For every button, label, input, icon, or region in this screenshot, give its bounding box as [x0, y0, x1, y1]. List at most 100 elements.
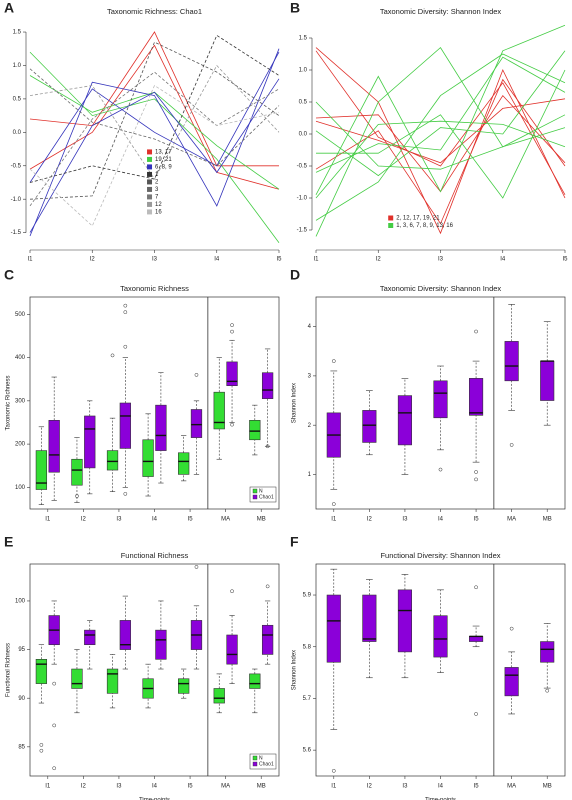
x-tick-label: MB — [257, 784, 266, 790]
x-tick-label: I1 — [27, 257, 33, 263]
outlier — [230, 329, 234, 334]
legend-swatch — [147, 156, 153, 162]
box — [433, 615, 448, 658]
panel-letter: F — [290, 534, 299, 550]
y-tick-label: 4 — [308, 324, 312, 330]
legend-swatch — [147, 171, 153, 177]
x-tick-label: I1 — [331, 517, 337, 523]
legend-swatch — [147, 201, 153, 207]
legend-swatch — [252, 761, 258, 767]
box — [48, 420, 60, 473]
legend-label: Chao1 — [259, 761, 274, 767]
y-tick-label: -1.0 — [11, 197, 22, 203]
x-tick-label: MA — [221, 517, 230, 523]
box — [469, 378, 484, 416]
series-line — [29, 51, 280, 183]
series-line — [29, 44, 280, 190]
x-tick-label: MB — [257, 517, 266, 523]
series-line — [315, 53, 566, 221]
box — [178, 452, 190, 475]
legend-label: 7 — [155, 194, 159, 200]
box — [249, 673, 261, 689]
x-tick-label: I3 — [116, 517, 122, 523]
legend-label: 12 — [155, 202, 162, 208]
y-tick-label: 0.5 — [13, 96, 22, 102]
y-axis-label: Functional Richness — [6, 643, 12, 697]
series-line — [315, 24, 566, 195]
y-tick-label: -1.5 — [11, 230, 22, 236]
outlier — [52, 681, 57, 686]
box — [119, 620, 131, 650]
y-tick-label: 100 — [15, 599, 26, 605]
box — [213, 391, 225, 430]
y-tick-label: 5.6 — [303, 748, 312, 754]
series-line — [29, 51, 280, 243]
y-axis-label: Taxonomic Richness — [6, 375, 12, 430]
box — [71, 668, 83, 689]
plot-frame — [29, 296, 280, 510]
outlier — [194, 373, 199, 377]
outlier — [474, 477, 478, 482]
outlier — [438, 467, 443, 472]
box — [142, 439, 154, 477]
x-tick-label: I4 — [500, 257, 506, 263]
y-tick-label: 1 — [308, 472, 312, 478]
x-tick-label: I5 — [188, 784, 194, 790]
box — [106, 668, 119, 694]
outlier — [331, 768, 336, 773]
x-tick-label: I1 — [45, 517, 51, 523]
x-tick-label: I4 — [214, 257, 220, 263]
box — [469, 636, 484, 642]
x-tick-label: MB — [543, 517, 552, 523]
outlier — [509, 443, 514, 447]
series-line — [315, 94, 566, 193]
box — [119, 402, 131, 449]
x-tick-label: MA — [507, 517, 516, 523]
y-tick-label: 5.9 — [303, 593, 312, 599]
y-tick-label: 5.7 — [303, 696, 312, 702]
y-tick-label: 90 — [18, 696, 25, 702]
x-tick-label: MA — [507, 784, 516, 790]
y-tick-label: 1.0 — [299, 68, 308, 74]
legend-label: 1 — [155, 172, 159, 178]
y-tick-label: 0.0 — [299, 132, 308, 138]
chart-title: Functional Diversity: Shannon Index — [380, 551, 500, 560]
x-axis-label: Time-points — [139, 798, 170, 800]
box — [433, 380, 448, 419]
outlier — [123, 344, 128, 349]
y-axis-label: Shannon Index — [292, 650, 298, 690]
chart-title: Functional Richness — [121, 551, 189, 560]
x-tick-label: I1 — [45, 784, 51, 790]
y-tick-label: 85 — [18, 744, 25, 750]
y-tick-label: 1.5 — [299, 36, 308, 42]
legend-swatch — [147, 149, 153, 155]
series-line — [29, 64, 280, 180]
legend-swatch — [147, 186, 153, 192]
series-line — [29, 78, 280, 233]
legend-label: 16 — [155, 209, 162, 215]
x-tick-label: I4 — [438, 784, 444, 790]
legend-label: 2 — [155, 179, 159, 185]
chart-title: Taxonomic Diversity: Shannon Index — [380, 7, 502, 16]
y-tick-label: 5.8 — [303, 644, 312, 650]
box — [397, 395, 412, 446]
y-tick-label: 2 — [308, 423, 312, 429]
outlier — [474, 470, 478, 474]
plot-frame — [29, 563, 280, 777]
series-line — [29, 84, 280, 227]
box — [213, 688, 225, 704]
legend-label: 3 — [155, 187, 159, 193]
y-tick-label: 3 — [308, 373, 312, 379]
legend-swatch — [388, 223, 394, 228]
box — [155, 404, 167, 451]
x-tick-label: I2 — [376, 257, 382, 263]
y-tick-label: 100 — [15, 485, 26, 491]
y-tick-label: 200 — [15, 442, 26, 448]
legend-label: 6, 8, 9 — [155, 164, 172, 170]
outlier — [52, 723, 57, 728]
legend-label: N — [259, 488, 263, 494]
legend-swatch — [252, 755, 258, 761]
outlier — [545, 688, 550, 693]
x-tick-label: I2 — [81, 784, 87, 790]
